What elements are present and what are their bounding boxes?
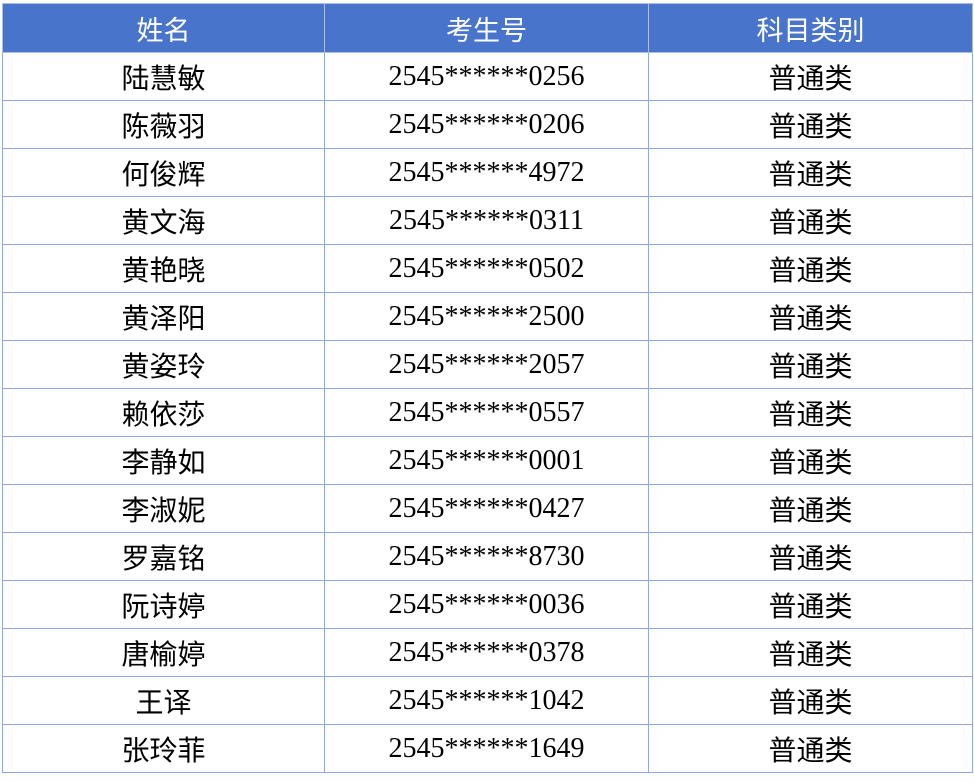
table-row: 唐榆婷 2545******0378 普通类 [2,628,973,677]
cell-name: 阮诗婷 [2,580,325,629]
table-row: 张玲菲 2545******1649 普通类 [2,724,973,773]
cell-exam-number: 2545******2500 [324,292,649,341]
cell-subject-category: 普通类 [648,52,973,101]
cell-name: 何俊辉 [2,148,325,197]
cell-exam-number: 2545******0502 [324,244,649,293]
cell-exam-number: 2545******0256 [324,52,649,101]
cell-subject-category: 普通类 [648,148,973,197]
header-subject-category: 科目类别 [648,3,973,53]
cell-exam-number: 2545******0378 [324,628,649,677]
cell-exam-number: 2545******1649 [324,724,649,773]
cell-subject-category: 普通类 [648,580,973,629]
table-row: 罗嘉铭 2545******8730 普通类 [2,532,973,581]
cell-subject-category: 普通类 [648,244,973,293]
table-row: 陈薇羽 2545******0206 普通类 [2,100,973,149]
candidate-table: 姓名 考生号 科目类别 陆慧敏 2545******0256 普通类 陈薇羽 2545*… [2,3,973,773]
cell-exam-number: 2545******1042 [324,676,649,725]
cell-subject-category: 普通类 [648,388,973,437]
cell-exam-number: 2545******0001 [324,436,649,485]
header-row: 姓名 考生号 科目类别 [2,3,973,53]
cell-exam-number: 2545******8730 [324,532,649,581]
cell-subject-category: 普通类 [648,340,973,389]
cell-exam-number: 2545******4972 [324,148,649,197]
table-row: 王译 2545******1042 普通类 [2,676,973,725]
cell-name: 黄泽阳 [2,292,325,341]
cell-name: 陈薇羽 [2,100,325,149]
cell-name: 李淑妮 [2,484,325,533]
cell-subject-category: 普通类 [648,100,973,149]
cell-exam-number: 2545******0036 [324,580,649,629]
table-row: 何俊辉 2545******4972 普通类 [2,148,973,197]
table-body: 陆慧敏 2545******0256 普通类 陈薇羽 2545******0206 普通类… [2,52,973,773]
cell-exam-number: 2545******0557 [324,388,649,437]
cell-subject-category: 普通类 [648,628,973,677]
cell-exam-number: 2545******0427 [324,484,649,533]
table-header: 姓名 考生号 科目类别 [2,3,973,53]
cell-subject-category: 普通类 [648,484,973,533]
cell-subject-category: 普通类 [648,532,973,581]
cell-exam-number: 2545******0311 [324,196,649,245]
table-row: 陆慧敏 2545******0256 普通类 [2,52,973,101]
cell-subject-category: 普通类 [648,292,973,341]
cell-name: 张玲菲 [2,724,325,773]
cell-name: 罗嘉铭 [2,532,325,581]
cell-exam-number: 2545******0206 [324,100,649,149]
cell-exam-number: 2545******2057 [324,340,649,389]
table-row: 阮诗婷 2545******0036 普通类 [2,580,973,629]
cell-name: 黄艳晓 [2,244,325,293]
table-row: 李淑妮 2545******0427 普通类 [2,484,973,533]
table-row: 黄泽阳 2545******2500 普通类 [2,292,973,341]
cell-subject-category: 普通类 [648,196,973,245]
cell-subject-category: 普通类 [648,724,973,773]
cell-name: 黄文海 [2,196,325,245]
header-name: 姓名 [2,3,325,53]
table-row: 赖依莎 2545******0557 普通类 [2,388,973,437]
cell-subject-category: 普通类 [648,676,973,725]
table-row: 黄姿玲 2545******2057 普通类 [2,340,973,389]
cell-name: 李静如 [2,436,325,485]
header-exam-number: 考生号 [324,3,649,53]
table-row: 黄文海 2545******0311 普通类 [2,196,973,245]
cell-name: 陆慧敏 [2,52,325,101]
cell-name: 王译 [2,676,325,725]
table-row: 李静如 2545******0001 普通类 [2,436,973,485]
cell-name: 黄姿玲 [2,340,325,389]
cell-name: 赖依莎 [2,388,325,437]
cell-name: 唐榆婷 [2,628,325,677]
table-row: 黄艳晓 2545******0502 普通类 [2,244,973,293]
cell-subject-category: 普通类 [648,436,973,485]
